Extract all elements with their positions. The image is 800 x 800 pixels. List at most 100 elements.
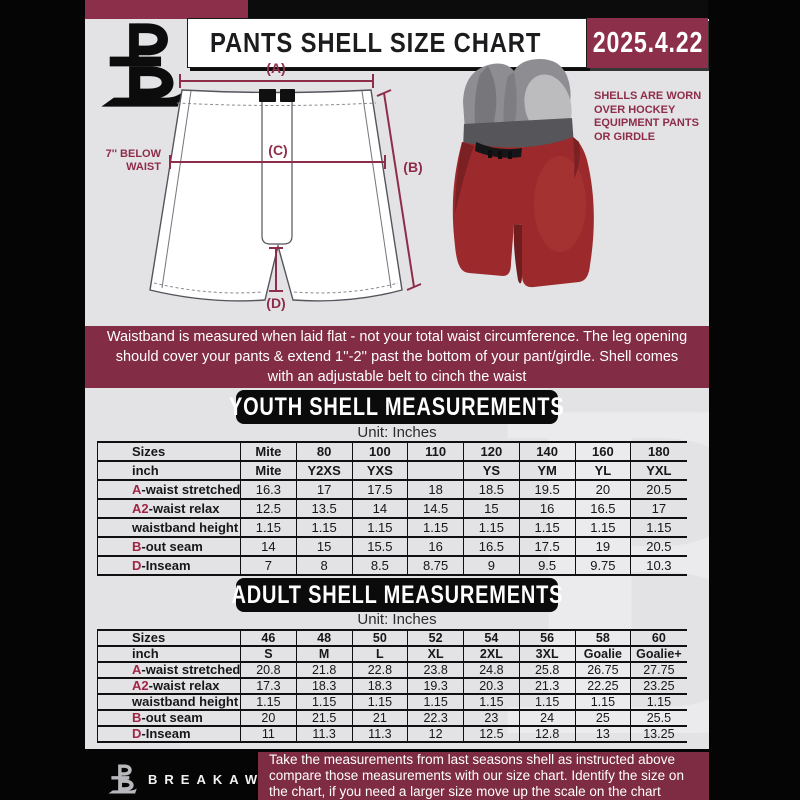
table-cell: 160 <box>575 441 632 462</box>
table-cell: 24 <box>519 709 576 727</box>
table-cell: 25.8 <box>519 661 576 679</box>
table-cell: 1.15 <box>407 517 464 538</box>
table-row: Sizes 46 48 50 52 54 56 58 60 <box>97 629 687 647</box>
table-cell: YXS <box>352 460 409 481</box>
table-cell: 12.8 <box>519 725 576 743</box>
table-cell: 8.75 <box>407 555 464 576</box>
table-cell: 22.25 <box>575 677 632 695</box>
row-label: waistband height <box>97 517 241 538</box>
table-cell: YXL <box>630 460 687 481</box>
table-row: D-Inseam 7 8 8.5 8.75 9 9.5 9.75 10.3 <box>97 555 687 576</box>
table-cell: 24.8 <box>463 661 520 679</box>
label-b: (B) <box>403 159 422 175</box>
top-bar-maroon <box>85 0 248 19</box>
row-label: inch <box>97 645 241 663</box>
table-row: A-waist stretched 20.8 21.8 22.8 23.8 24.8 25.… <box>97 661 687 679</box>
table-cell: S <box>240 645 297 663</box>
adult-size-table: Sizes 46 48 50 52 54 56 58 60 inch S M L XL 2XL 3XL Goal… <box>97 629 687 743</box>
row-label: A-waist stretched <box>97 661 241 679</box>
table-cell: 9 <box>463 555 520 576</box>
table-cell: 22.3 <box>407 709 464 727</box>
table-cell: 1.15 <box>296 517 353 538</box>
measure-line-b <box>376 89 422 291</box>
table-cell: 19.3 <box>407 677 464 695</box>
table-cell: 12 <box>407 725 464 743</box>
table-cell: 14.5 <box>407 498 464 519</box>
table-cell: 16 <box>519 498 576 519</box>
table-cell: YS <box>463 460 520 481</box>
table-cell: 46 <box>240 629 297 647</box>
footer-note-text: Take the measurements from last seasons … <box>269 752 684 799</box>
table-cell: 10.3 <box>630 555 687 576</box>
table-cell: 17 <box>630 498 687 519</box>
table-cell: 48 <box>296 629 353 647</box>
top-bar-black <box>248 0 708 19</box>
label-a: (A) <box>266 60 285 76</box>
table-cell: 17 <box>296 479 353 500</box>
table-cell: 18.3 <box>296 677 353 695</box>
table-cell: 1.15 <box>575 517 632 538</box>
adult-heading: ADULT SHELL MEASUREMENTS <box>231 580 563 609</box>
table-cell: 1.15 <box>630 517 687 538</box>
footer-note: Take the measurements from last seasons … <box>258 752 709 800</box>
belt-buckle <box>259 89 276 102</box>
date-box: 2025.4.22 <box>587 18 708 68</box>
table-cell: 1.15 <box>240 693 297 711</box>
table-row: waistband height 1.15 1.15 1.15 1.15 1.15 1.15… <box>97 517 687 538</box>
table-cell: 23.25 <box>630 677 687 695</box>
table-row: waistband height 1.15 1.15 1.15 1.15 1.15 1.15… <box>97 693 687 711</box>
table-cell: 3XL <box>519 645 576 663</box>
table-cell: 21.3 <box>519 677 576 695</box>
table-cell: 60 <box>630 629 687 647</box>
table-cell: 23 <box>463 709 520 727</box>
table-cell: 14 <box>240 536 297 557</box>
row-label: A2-waist relax <box>97 498 241 519</box>
table-cell: 19.5 <box>519 479 576 500</box>
table-cell: 12.5 <box>463 725 520 743</box>
table-cell: 14 <box>352 498 409 519</box>
adult-section-header: ADULT SHELL MEASUREMENTS <box>231 578 562 612</box>
table-cell: YM <box>519 460 576 481</box>
table-row: Sizes Mite 80 100 110 120 140 160 180 <box>97 441 687 462</box>
table-cell: 1.15 <box>240 517 297 538</box>
table-cell: 18.5 <box>463 479 520 500</box>
table-cell: 180 <box>630 441 687 462</box>
row-label: Sizes <box>97 629 241 647</box>
youth-heading: YOUTH SHELL MEASUREMENTS <box>229 392 565 421</box>
footer-brand-name: BREAKAWAY <box>148 771 295 787</box>
table-cell: 18.3 <box>352 677 409 695</box>
table-cell: 17.5 <box>352 479 409 500</box>
table-cell: 11.3 <box>296 725 353 743</box>
table-cell: 21.5 <box>296 709 353 727</box>
table-row: B-out seam 20 21.5 21 22.3 23 24 25 25.5 <box>97 709 687 727</box>
table-cell: 1.15 <box>352 693 409 711</box>
row-label: D-Inseam <box>97 725 241 743</box>
table-row: D-Inseam 11 11.3 11.3 12 12.5 12.8 13 13.25 <box>97 725 687 743</box>
table-row: A2-waist relax 17.3 18.3 18.3 19.3 20.3 21.3 22… <box>97 677 687 695</box>
table-cell: 12.5 <box>240 498 297 519</box>
waist-note: 7'' BELOW WAIST <box>105 148 161 173</box>
row-label: Sizes <box>97 441 241 462</box>
table-cell: 80 <box>296 441 353 462</box>
table-cell: 22.8 <box>352 661 409 679</box>
table-cell: 19 <box>575 536 632 557</box>
table-cell: 11.3 <box>352 725 409 743</box>
footer-logo: BREAKAWAY <box>108 760 294 798</box>
label-c: (C) <box>268 142 287 158</box>
row-label: inch <box>97 460 241 481</box>
table-cell: 100 <box>352 441 409 462</box>
table-row: B-out seam 14 15 15.5 16 16.5 17.5 19 20.5 <box>97 536 687 557</box>
table-cell: 21.8 <box>296 661 353 679</box>
table-cell: 1.15 <box>519 693 576 711</box>
table-cell: 56 <box>519 629 576 647</box>
table-cell: 54 <box>463 629 520 647</box>
row-label: D-Inseam <box>97 555 241 576</box>
table-cell: 17.3 <box>240 677 297 695</box>
row-label: waistband height <box>97 693 241 711</box>
table-cell: 15 <box>296 536 353 557</box>
table-cell: 1.15 <box>296 693 353 711</box>
adult-unit-label: Unit: Inches <box>357 611 437 628</box>
table-cell: 25 <box>575 709 632 727</box>
table-cell: 16.3 <box>240 479 297 500</box>
